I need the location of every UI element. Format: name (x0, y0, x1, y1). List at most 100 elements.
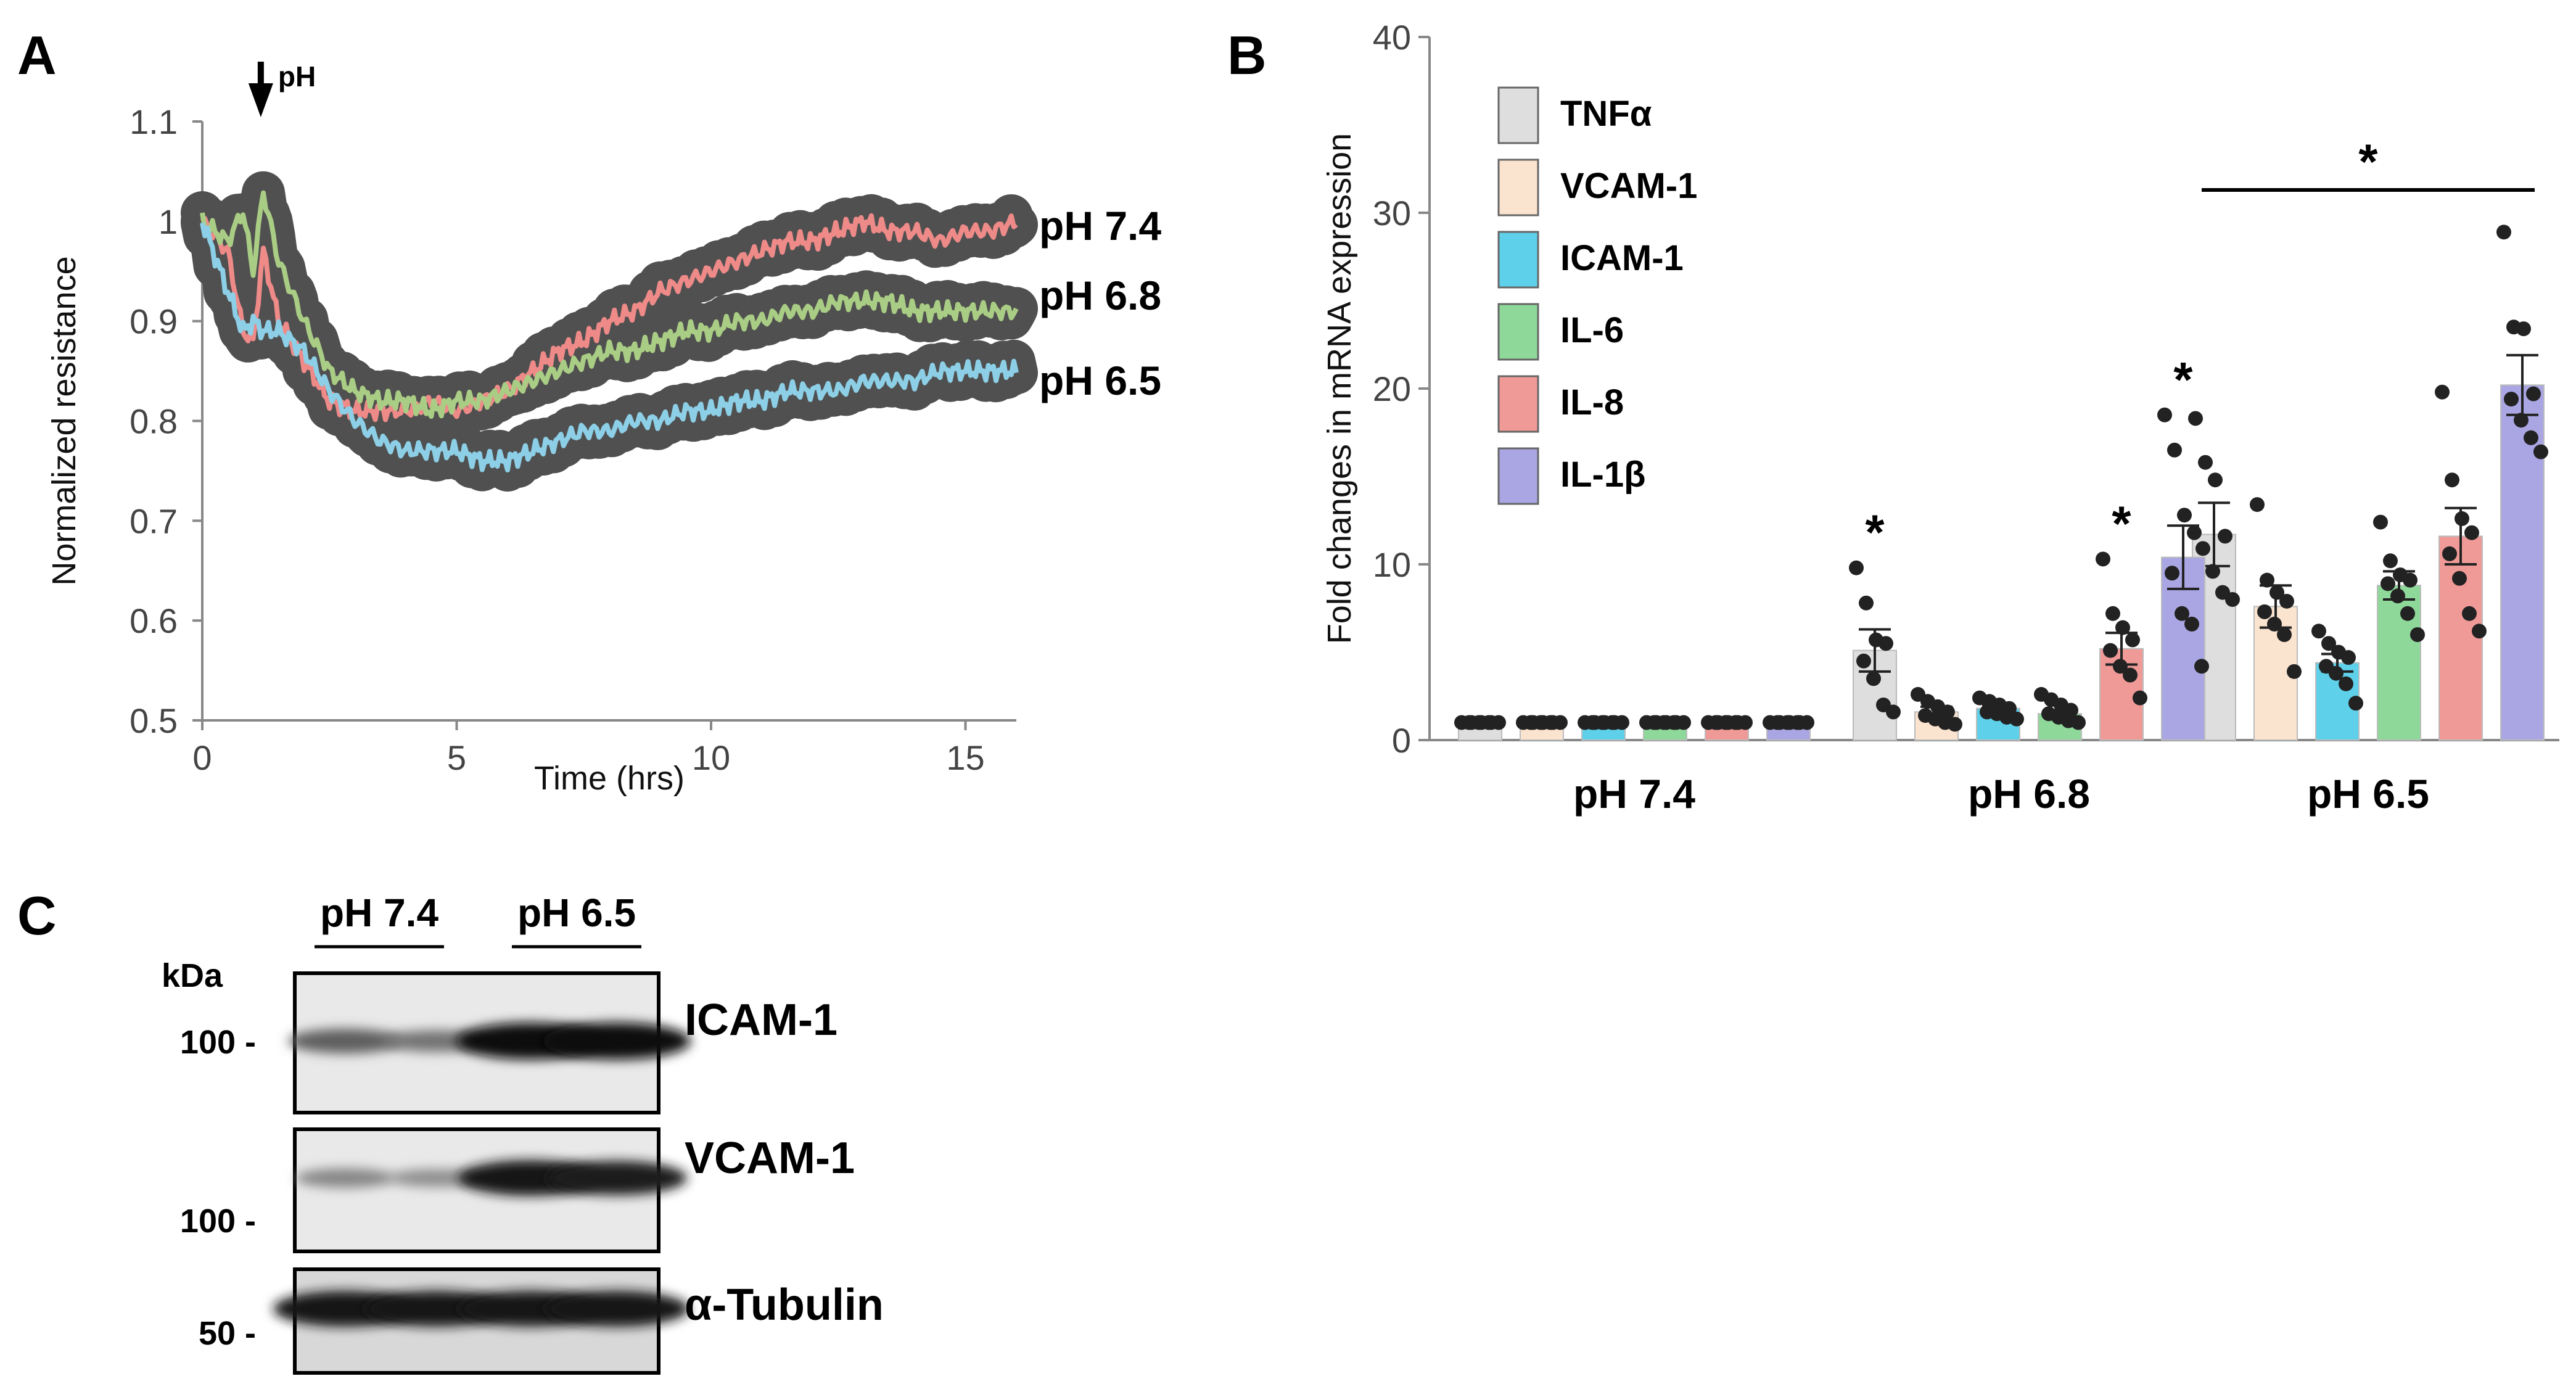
data-point (2472, 624, 2487, 639)
significance-star: * (2173, 352, 2193, 407)
data-point (2194, 659, 2209, 674)
ph-arrow-icon (248, 83, 273, 117)
blot-protein-label: ICAM-1 (685, 995, 837, 1045)
data-point (2175, 606, 2189, 621)
series-line (200, 190, 1019, 419)
data-point (2452, 570, 2467, 586)
y-tick-label-a: 1.1 (130, 102, 178, 141)
data-point (1615, 715, 1629, 730)
significance-star: * (2358, 134, 2378, 189)
legend-label: IL-8 (1560, 382, 1624, 422)
resistance-line-chart: 0.5 0.6 0.7 0.8 0.9 1 1.1 0 5 10 15 Time (hrs) Norma… (46, 60, 1161, 797)
data-point (1800, 715, 1814, 730)
y-tick-label-a: 0.5 (130, 701, 178, 740)
y-tick-label-a: 0.9 (130, 302, 178, 341)
x-axis-label-a: Time (hrs) (534, 760, 685, 797)
data-point (2329, 665, 2344, 681)
blot-marker-label: 100 - (180, 1024, 256, 1061)
series-line (200, 222, 1019, 472)
data-point (2187, 525, 2202, 540)
data-point (1738, 715, 1753, 730)
data-point (2195, 541, 2210, 556)
y-tick-label-b: 10 (1373, 545, 1411, 584)
data-point (2257, 604, 2272, 619)
blot-band (543, 1023, 691, 1060)
data-point (1856, 653, 1871, 669)
data-point (2184, 616, 2199, 632)
blot-marker-label: 50 - (199, 1315, 256, 1352)
data-point (2157, 407, 2172, 422)
data-point (2123, 667, 2138, 683)
legend-label: VCAM-1 (1560, 166, 1697, 206)
panel-label-c: C (17, 885, 57, 946)
data-point (2165, 566, 2179, 581)
data-point (2125, 632, 2140, 648)
category-label: pH 6.5 (2307, 771, 2429, 817)
data-point (2435, 384, 2450, 400)
data-point (2526, 386, 2541, 402)
data-point (2464, 525, 2479, 540)
panel-label-a: A (17, 25, 57, 86)
ph-arrow-label: pH (278, 60, 316, 93)
data-point (2225, 592, 2240, 607)
legend-swatch (1497, 86, 1539, 144)
data-point (2177, 508, 2192, 523)
data-point (2516, 321, 2531, 337)
blot-protein-label: VCAM-1 (685, 1134, 855, 1183)
data-point (2250, 497, 2265, 513)
category-label: pH 7.4 (1573, 771, 1695, 817)
blot-band (288, 1028, 403, 1054)
panel-label-b: B (1227, 25, 1267, 86)
y-tick-label-b: 30 (1373, 194, 1411, 233)
data-point (2400, 606, 2415, 621)
legend-label: TNFα (1560, 94, 1652, 134)
data-point (2260, 572, 2274, 588)
y-axis-label-b: Fold changes in mRNA expression (1321, 133, 1358, 644)
data-point (2410, 627, 2425, 642)
data-point (2524, 430, 2538, 445)
data-point (1948, 717, 1962, 732)
data-point (2373, 514, 2388, 530)
data-point (2514, 413, 2529, 428)
data-point (2198, 455, 2213, 470)
bar (2438, 535, 2483, 741)
y-tick-label-a: 0.6 (130, 601, 178, 640)
data-point (2167, 442, 2182, 458)
y-tick-label-a: 0.8 (130, 402, 178, 441)
data-point (1859, 595, 1874, 611)
data-point (2442, 546, 2457, 561)
blot-unit-label: kDa (162, 957, 223, 994)
data-point (2348, 696, 2363, 711)
bar (2377, 585, 2421, 741)
data-point (2533, 444, 2548, 459)
series-label: pH 7.4 (1039, 203, 1161, 249)
blot-band (545, 1291, 689, 1327)
x-tick-label-a: 15 (946, 738, 984, 777)
significance-star: * (2112, 496, 2131, 551)
data-point (2381, 576, 2395, 591)
data-point (2188, 411, 2203, 426)
mrna-bar-chart: 0 10 20 30 40 Fold changes in mRNA expression… (1321, 18, 2559, 817)
data-point (2287, 664, 2302, 679)
series-line (200, 213, 1018, 422)
data-point (2445, 472, 2459, 488)
y-tick-label-b: 40 (1373, 18, 1411, 57)
series-label: pH 6.8 (1039, 273, 1161, 318)
data-point (2311, 624, 2326, 639)
blot-band (546, 1161, 687, 1195)
legend-swatch (1497, 231, 1539, 289)
y-tick-label-b: 20 (1373, 369, 1411, 408)
significance-star: * (1865, 505, 1885, 560)
data-point (2383, 553, 2398, 569)
data-point (1886, 704, 1901, 720)
data-point (2105, 606, 2120, 621)
x-tick-label-a: 0 (192, 738, 212, 777)
legend-label: ICAM-1 (1560, 238, 1684, 278)
legend-swatch (1497, 159, 1539, 216)
data-point (2096, 551, 2110, 567)
blot-group-label: pH 6.5 (517, 891, 636, 935)
data-point (1553, 715, 1568, 730)
legend-label: IL-6 (1560, 310, 1624, 350)
data-point (2133, 690, 2147, 706)
data-point (1849, 560, 1864, 575)
